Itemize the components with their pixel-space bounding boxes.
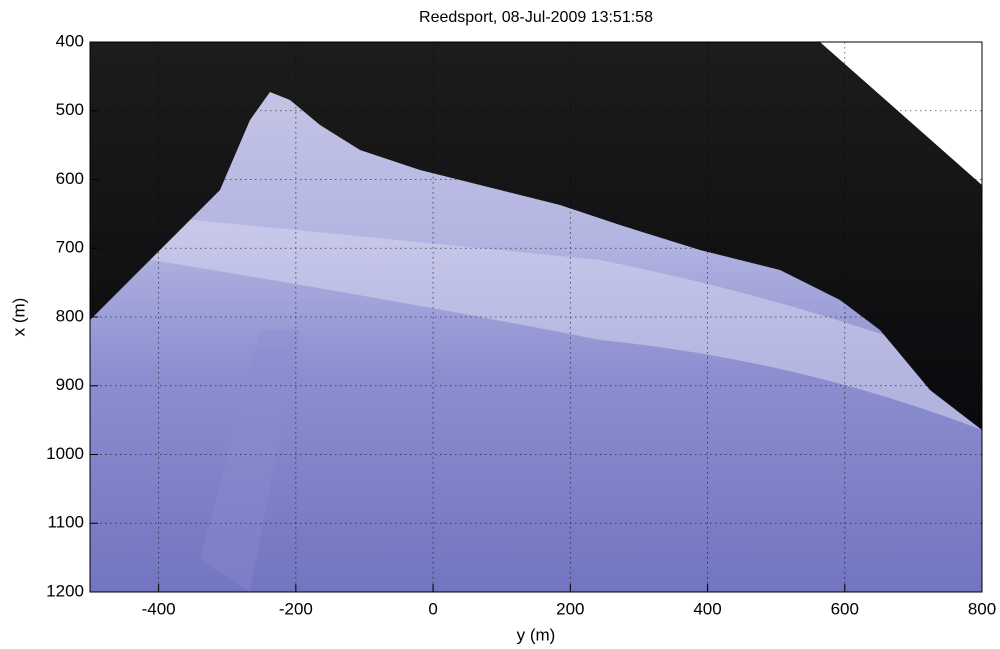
rectified-image <box>90 42 982 592</box>
x-tick-label: 200 <box>556 599 584 618</box>
y-tick-label: 700 <box>56 238 84 257</box>
y-tick-label: 1100 <box>47 513 84 532</box>
y-axis-label: x (m) <box>9 298 28 337</box>
y-tick-label: 900 <box>56 375 84 394</box>
chart-title: Reedsport, 08-Jul-2009 13:51:58 <box>419 9 653 26</box>
x-tick-label: -200 <box>279 599 313 618</box>
x-tick-label: -400 <box>142 599 176 618</box>
y-tick-label: 500 <box>56 100 84 119</box>
y-tick-label: 600 <box>56 169 84 188</box>
x-tick-label: 800 <box>968 599 996 618</box>
y-tick-label: 800 <box>56 306 84 325</box>
y-tick-label: 1000 <box>46 444 84 463</box>
x-tick-label: 0 <box>428 599 437 618</box>
y-tick-label: 1200 <box>46 581 84 600</box>
x-axis-label: y (m) <box>517 625 556 644</box>
x-tick-label: 400 <box>693 599 721 618</box>
x-tick-label: 600 <box>831 599 859 618</box>
y-tick-label: 400 <box>56 31 84 50</box>
